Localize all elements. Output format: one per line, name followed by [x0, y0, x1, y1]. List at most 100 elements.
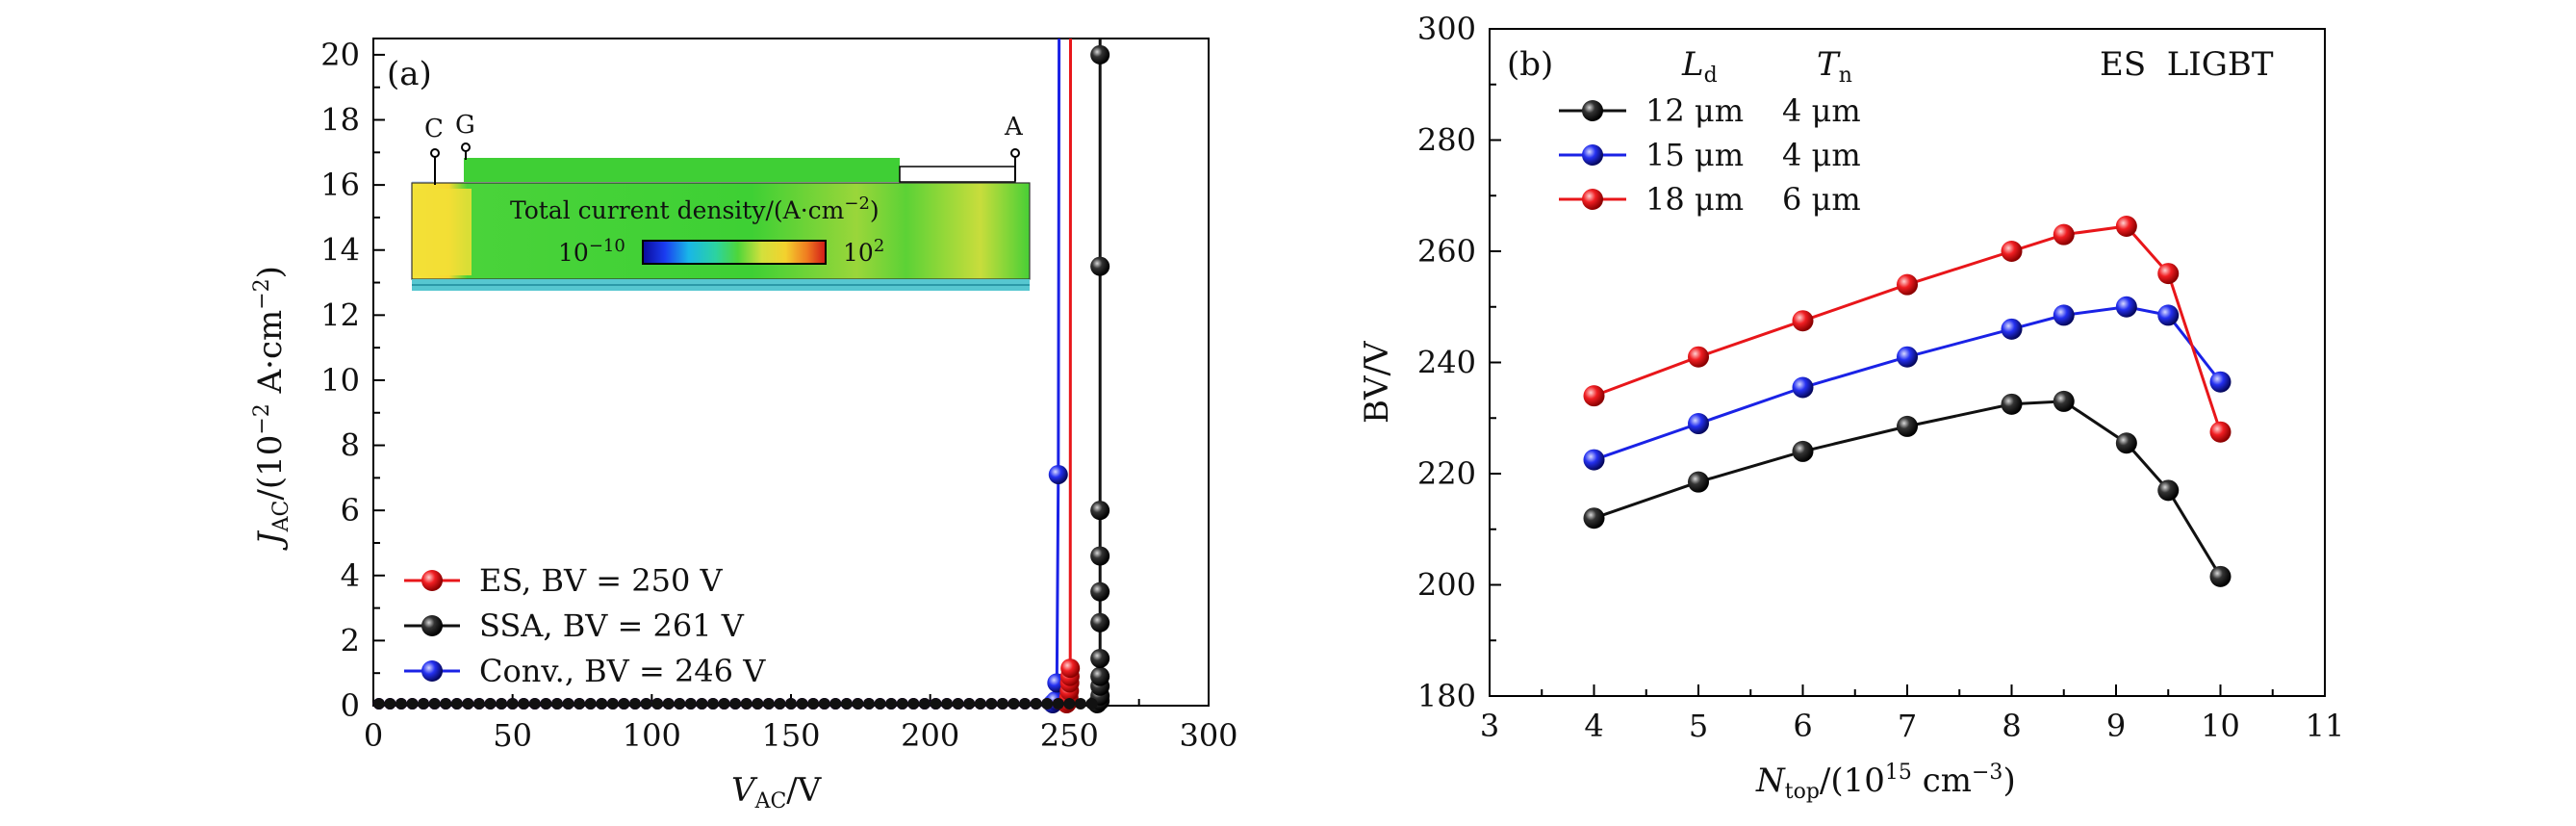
series-ssa-baseline-point — [428, 697, 441, 710]
panel-a-y-tick-label: 2 — [341, 622, 360, 658]
series-ssa-baseline-point — [985, 697, 998, 710]
series-ssa-baseline-point — [885, 697, 898, 710]
panel-a-y-tick-label: 6 — [341, 492, 360, 529]
series-15um-point — [2053, 304, 2075, 326]
series-12um-point — [2157, 479, 2180, 502]
series-ssa-baseline-point — [584, 697, 597, 710]
series-ssa-line — [373, 39, 1102, 706]
panel-a-x-tick-label: 50 — [493, 717, 532, 754]
series-ssa-baseline-point — [640, 697, 652, 710]
terminal-a-node — [1010, 148, 1020, 158]
series-ssa-baseline-point — [762, 697, 775, 710]
panel-a-y-tick-label: 4 — [341, 557, 360, 594]
panel-b-x-title-sub: top — [1785, 780, 1820, 804]
series-ssa-baseline-point — [740, 697, 752, 710]
series-ssa-baseline-point — [1007, 697, 1020, 710]
series-ssa-baseline-point — [528, 697, 541, 710]
series-18um-point — [2209, 421, 2232, 443]
series-ssa-point — [1090, 501, 1110, 521]
series-conv-line — [373, 38, 1061, 706]
series-ssa-baseline-point — [596, 697, 608, 710]
panel-b-y-tick-label: 180 — [1417, 678, 1476, 714]
panel-b-x-tick-label: 7 — [1898, 708, 1917, 744]
series-es-point — [1060, 658, 1081, 679]
series-15um-point — [2115, 296, 2137, 318]
legend-ssa-marker — [421, 615, 443, 636]
series-ssa-baseline-point — [840, 697, 853, 710]
panel-b-x-tick-label: 11 — [2306, 708, 2345, 744]
series-ssa-baseline-point — [674, 697, 686, 710]
series-ssa-baseline-point — [540, 697, 552, 710]
panel-b: 3 4 5 6 7 8 9 10 11 180 200 220 240 260 280 300 (b) Ld… — [1358, 11, 2344, 804]
legend-12um-marker — [1582, 100, 1603, 121]
series-ssa-baseline-point — [952, 697, 964, 710]
series-18um-point — [1688, 346, 1709, 368]
panel-b-x-title: Ntop/(1015 cm−3) — [1755, 761, 2016, 804]
series-ssa-baseline-point — [852, 697, 864, 710]
series-ssa-baseline-point — [440, 697, 452, 710]
series-ssa-baseline-point — [450, 697, 463, 710]
panel-b-label: (b) — [1507, 45, 1553, 84]
panel-a-y-tick-label: 14 — [320, 232, 360, 269]
series-ssa-baseline-point — [550, 697, 563, 710]
panel-b-x-tick-label: 5 — [1689, 708, 1708, 744]
series-ssa-baseline-point — [907, 697, 920, 710]
panel-b-y-tick-label: 300 — [1417, 11, 1476, 47]
series-12um-point — [2053, 390, 2075, 412]
series-ssa-baseline-point — [696, 697, 708, 710]
series-15um-point — [1897, 346, 1918, 368]
panel-a-y-tick-label: 16 — [320, 167, 360, 203]
terminal-c-node — [430, 148, 440, 158]
panel-a-y-title: JAC/(10−2 A·cm−2) — [250, 266, 293, 551]
series-15um-point — [2209, 371, 2232, 393]
legend-es-label: ES, BV = 250 V — [479, 562, 724, 599]
series-15um-point — [2001, 318, 2023, 340]
series-12um-point — [1792, 440, 1814, 462]
legend-es-marker — [421, 570, 443, 591]
header-tn-sub: n — [1839, 64, 1852, 88]
terminal-c-label: C — [424, 115, 444, 143]
series-ssa-baseline-point — [807, 697, 820, 710]
series-ssa-baseline-point — [863, 697, 876, 710]
series-18um-point — [2053, 223, 2075, 245]
header-ld-sub: d — [1704, 64, 1718, 88]
series-ssa-baseline-point — [718, 697, 730, 710]
inset-title: Total current density/(A·cm−2) — [510, 194, 880, 224]
series-ssa-baseline-point — [628, 697, 641, 710]
series-ssa-baseline-point — [496, 697, 508, 710]
panel-b-y-title: BV/V — [1358, 340, 1396, 424]
panel-b-y-ticks: 180 200 220 240 260 280 300 — [1417, 11, 1501, 714]
series-ssa-point — [1090, 256, 1110, 276]
inset-field-hotspot — [414, 189, 472, 275]
series-ssa-baseline-point — [462, 697, 474, 710]
panel-b-x-tick-label: 8 — [2002, 708, 2021, 744]
inset-scale-max: 102 — [843, 236, 884, 267]
panel-b-x-ticks: 3 4 5 6 7 8 9 10 11 — [1480, 684, 2345, 744]
inset-color-scale — [642, 240, 827, 265]
legend-conv-marker — [421, 660, 443, 682]
panel-a-x-tick-label: 250 — [1040, 717, 1099, 754]
series-ssa-baseline-point — [774, 697, 786, 710]
inset-scale-min: 10−10 — [558, 236, 625, 267]
panel-a-x-title: VAC/V — [731, 771, 823, 813]
series-18um-line — [1593, 224, 2222, 433]
series-ssa-baseline-point — [518, 697, 530, 710]
series-ssa-baseline-point — [974, 697, 986, 710]
header-tn-symbol: T — [1817, 45, 1841, 84]
series-12um-point — [1688, 471, 1709, 493]
series-ssa-baseline-point — [996, 697, 1008, 710]
series-ssa-baseline-point — [1030, 697, 1042, 710]
panel-a-y-tick-label: 0 — [341, 687, 360, 724]
panel-a-x-title-sub: AC — [754, 789, 787, 813]
series-ssa-baseline-point — [506, 697, 519, 710]
header-ld: Ld — [1681, 45, 1718, 88]
series-conv-point — [1048, 464, 1068, 484]
panel-b-x-title-unit: /(1015 cm−3) — [1820, 761, 2016, 800]
series-ssa-baseline-point — [796, 697, 808, 710]
series-ssa-point — [1090, 666, 1110, 686]
series-ssa-point — [1090, 581, 1110, 602]
series-ssa-baseline-point — [418, 697, 430, 710]
legend-15um-ld: 15 μm — [1645, 137, 1744, 173]
series-ssa-baseline-point — [930, 697, 942, 710]
series-15um-point — [2157, 304, 2180, 326]
